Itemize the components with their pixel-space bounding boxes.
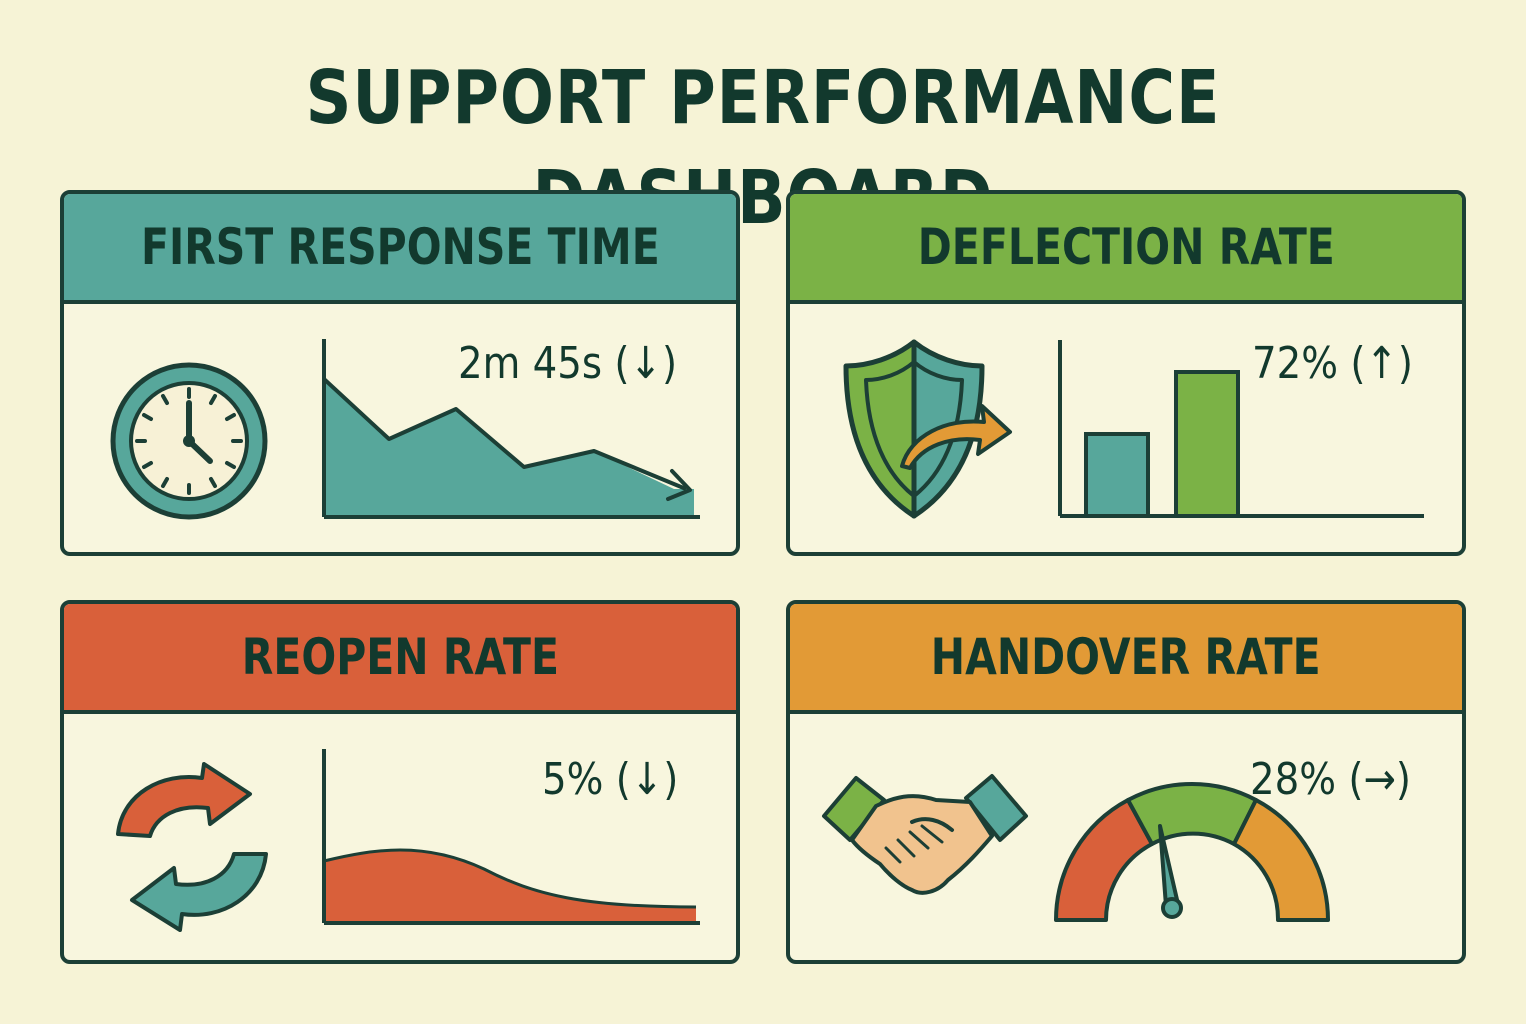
handshake-icon: [822, 774, 1028, 895]
bar-before: [1084, 432, 1150, 518]
clock-icon: [110, 362, 268, 520]
card-title: FIRST RESPONSE TIME: [140, 218, 660, 276]
card-header-reopen-rate: REOPEN RATE: [64, 604, 736, 714]
shield-arrow-icon: [843, 339, 1012, 519]
card-deflection-rate: DEFLECTION RATE 72% (↑): [786, 190, 1466, 556]
metric-value: 2m 45s (↓): [458, 338, 678, 389]
card-handover-rate: HANDOVER RATE 28% (→): [786, 600, 1466, 964]
deflection-bar-chart: [1058, 340, 1424, 518]
reopen-area-chart: [322, 749, 700, 925]
response-time-area-chart: [322, 339, 700, 519]
card-header-handover-rate: HANDOVER RATE: [790, 604, 1462, 714]
handover-gauge: [1054, 782, 1330, 922]
card-title: HANDOVER RATE: [931, 628, 1321, 686]
card-first-response-time: FIRST RESPONSE TIME 2m 45s (↓): [60, 190, 740, 556]
page-title: SUPPORT PERFORMANCE DASHBOARD: [305, 55, 1221, 241]
card-header-deflection-rate: DEFLECTION RATE: [790, 194, 1462, 304]
card-title: REOPEN RATE: [241, 628, 559, 686]
refresh-cycle-icon: [116, 762, 268, 932]
metric-value: 28% (→): [1250, 754, 1412, 805]
bar-after: [1174, 370, 1240, 518]
metric-value: 5% (↓): [542, 754, 679, 805]
metric-value: 72% (↑): [1252, 338, 1414, 389]
card-title: DEFLECTION RATE: [917, 218, 1335, 276]
card-header-first-response-time: FIRST RESPONSE TIME: [64, 194, 736, 304]
card-reopen-rate: REOPEN RATE 5% (↓): [60, 600, 740, 964]
